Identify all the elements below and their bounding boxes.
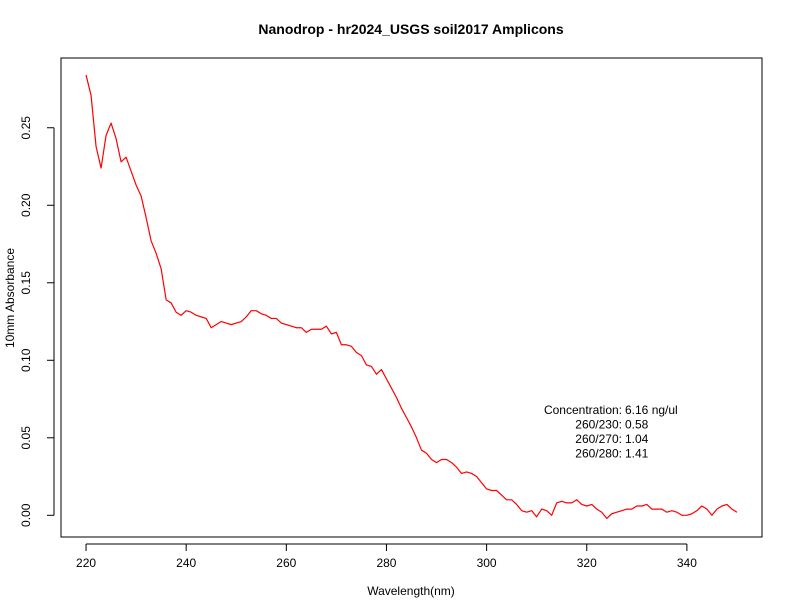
x-tick-label: 300 — [477, 556, 497, 570]
x-tick-label: 320 — [577, 556, 597, 570]
annotation-value: 1.41 — [625, 447, 649, 461]
x-tick-label: 220 — [76, 556, 96, 570]
y-tick-label: 0.15 — [19, 271, 33, 295]
x-tick-label: 240 — [176, 556, 196, 570]
y-tick-label: 0.25 — [19, 116, 33, 140]
y-axis: 0.00 0.05 0.10 0.15 0.20 0.25 — [19, 116, 55, 527]
x-axis: 220 240 260 280 300 320 340 — [76, 543, 697, 570]
x-tick-label: 340 — [677, 556, 697, 570]
y-tick-label: 0.05 — [19, 426, 33, 450]
annotation-value: 6.16 ng/ul — [625, 403, 678, 417]
series-layer — [85, 74, 738, 520]
annotation-label: Concentration: — [544, 403, 622, 417]
annotation-label: 260/270: — [575, 432, 622, 446]
y-tick-label: 0.00 — [19, 503, 33, 527]
x-tick-label: 280 — [376, 556, 396, 570]
absorbance-line — [85, 74, 738, 520]
chart-title: Nanodrop - hr2024_USGS soil2017 Amplicon… — [258, 21, 563, 37]
annotation-value: 1.04 — [625, 432, 649, 446]
annotation-label: 260/230: — [575, 418, 622, 432]
x-axis-title: Wavelength(nm) — [367, 584, 455, 598]
annotation-label: 260/280: — [575, 447, 622, 461]
plot-area — [60, 57, 763, 538]
y-tick-label: 0.20 — [19, 193, 33, 217]
plot-border — [60, 57, 763, 538]
annotation-value: 0.58 — [625, 418, 649, 432]
x-tick-label: 260 — [276, 556, 296, 570]
y-tick-label: 0.10 — [19, 348, 33, 372]
y-axis-title: 10mm Absorbance — [3, 248, 17, 348]
